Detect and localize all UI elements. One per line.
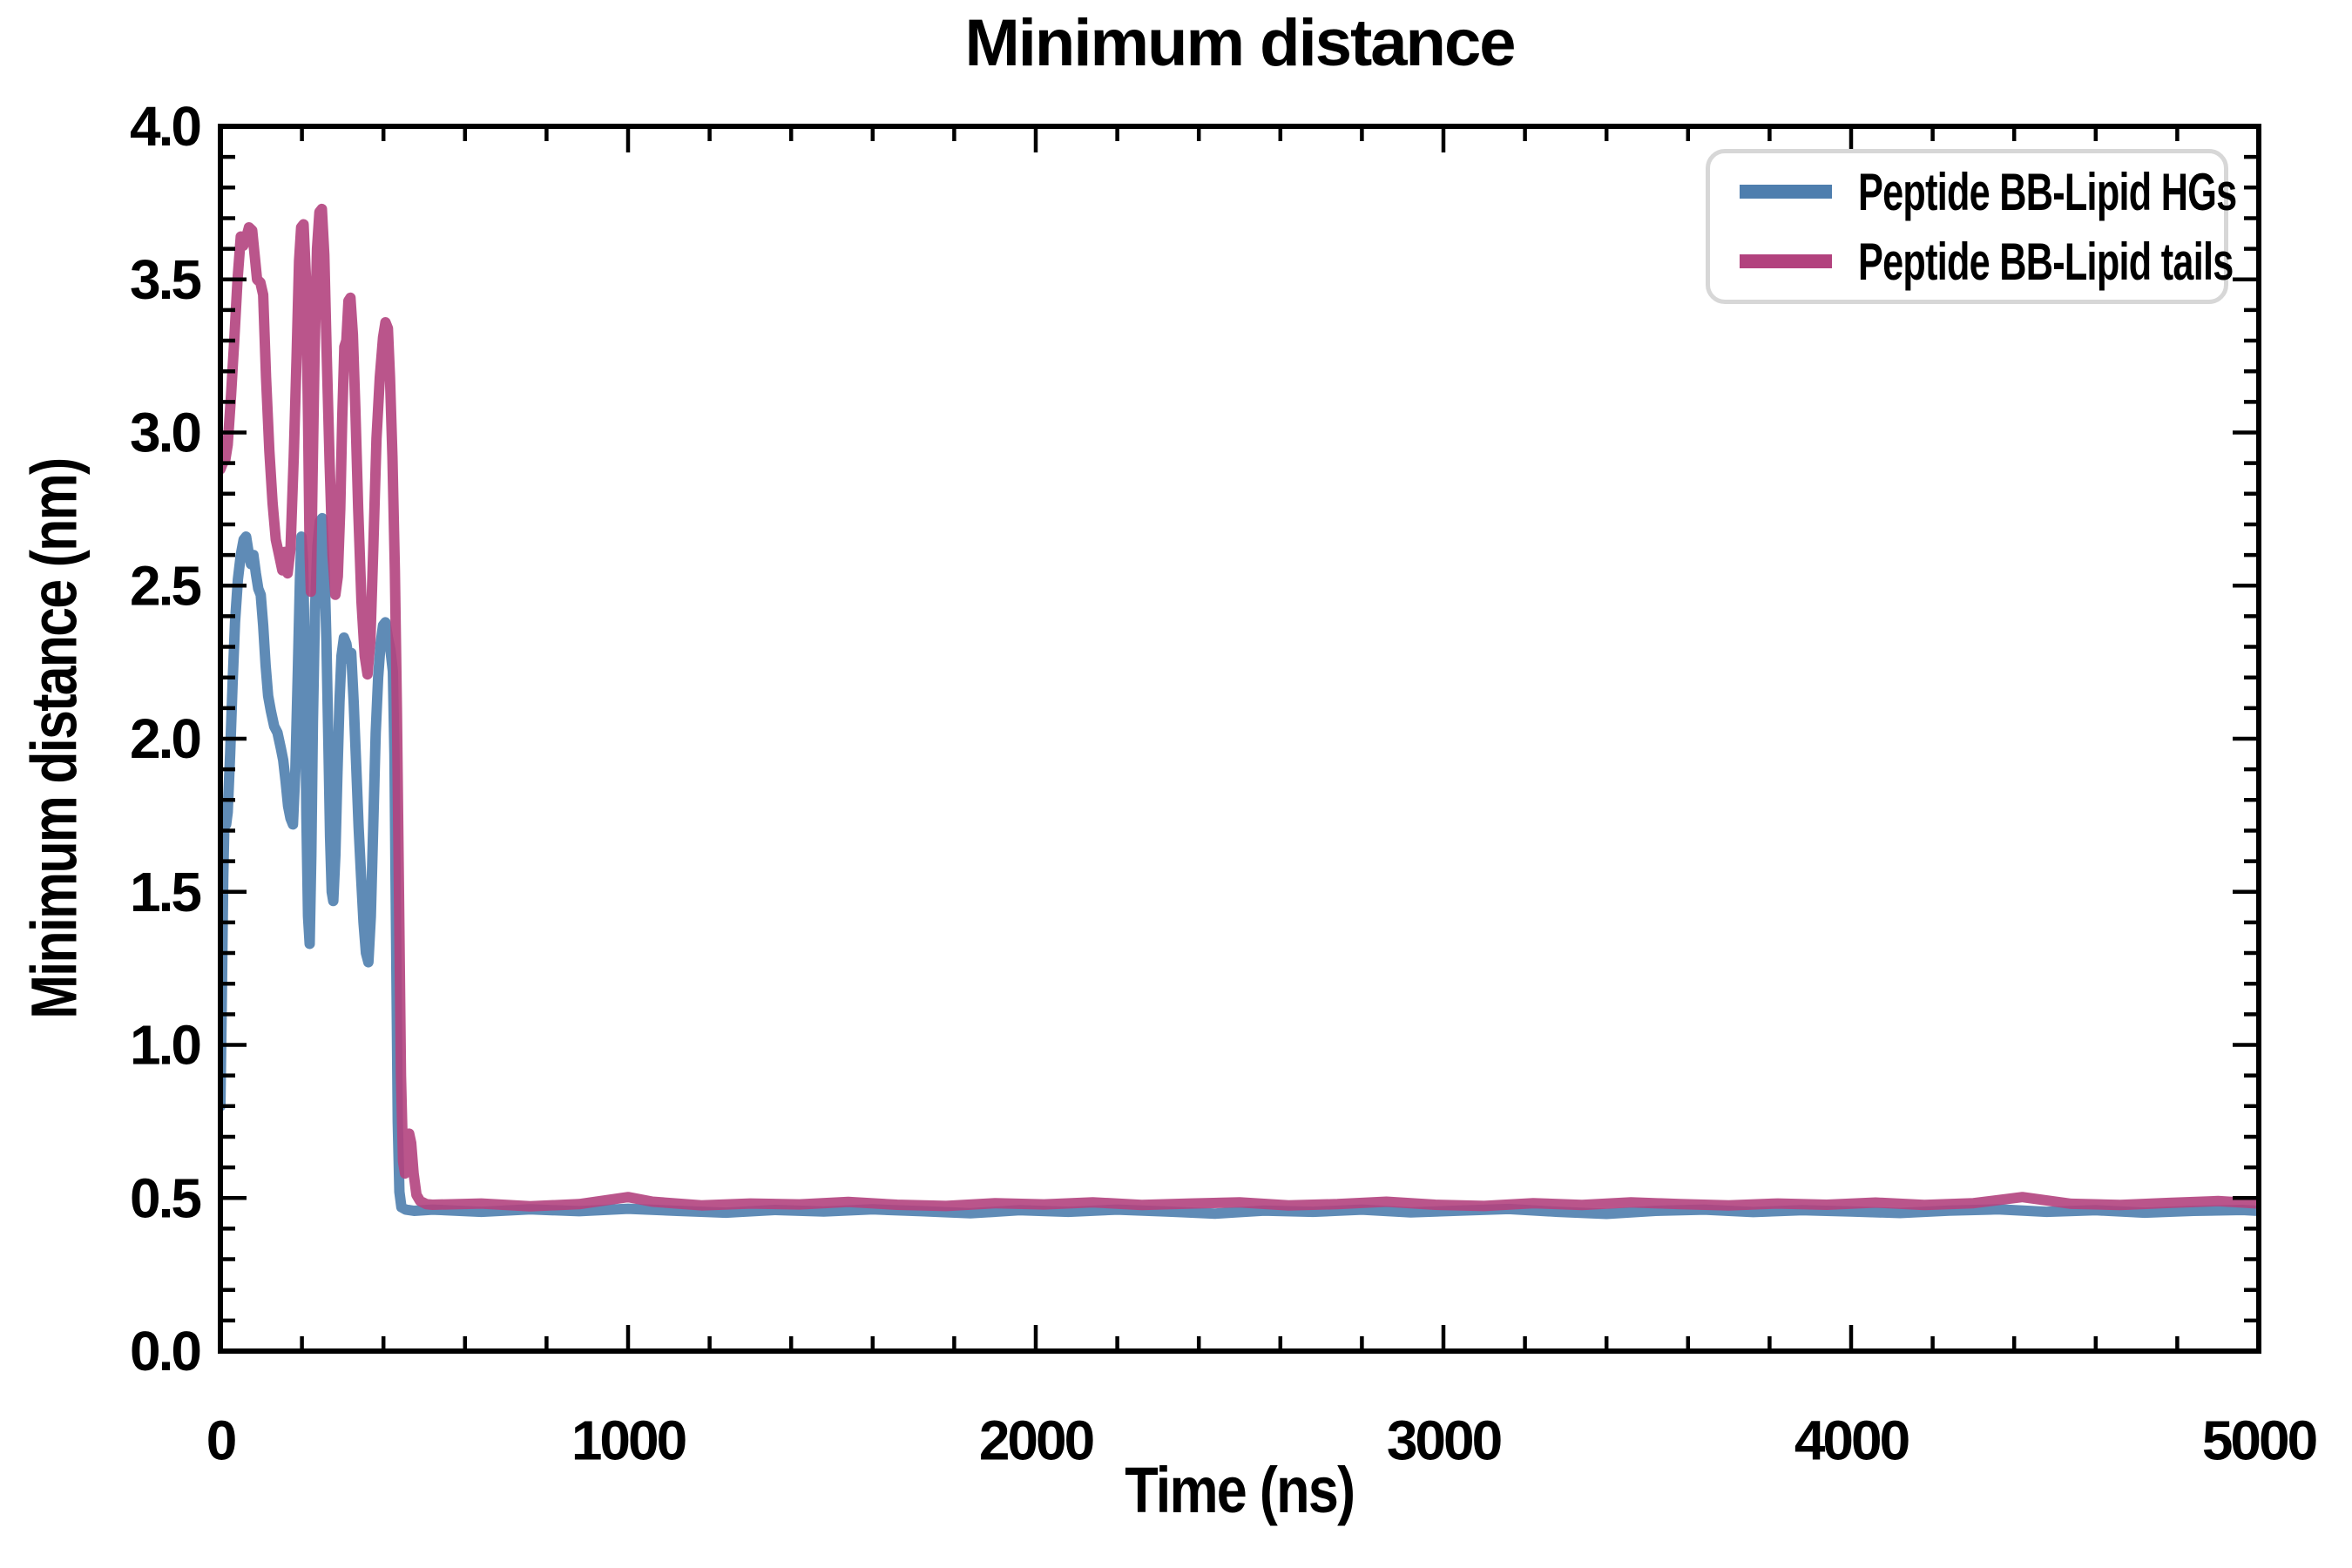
axes-frame	[218, 124, 2261, 1354]
legend: Peptide BB-Lipid HGs Peptide BB-Lipid ta…	[1706, 149, 2237, 304]
legend-label-tails: Peptide BB-Lipid tails	[1858, 232, 2234, 291]
x-tick-label: 5000	[2202, 1409, 2316, 1471]
x-tick-label: 3000	[1387, 1409, 1501, 1471]
x-tick-label: 4000	[1794, 1409, 1909, 1471]
y-tick-label: 0.5	[130, 1166, 200, 1229]
y-tick-label: 4.0	[130, 95, 199, 158]
y-tick-label: 3.5	[130, 248, 200, 311]
x-tick-label: 2000	[979, 1409, 1093, 1471]
series-line-hgs	[220, 512, 2259, 1220]
x-axis-label: Time (ns)	[1125, 1454, 1355, 1526]
y-tick-label: 1.5	[130, 861, 200, 923]
legend-item-hgs: Peptide BB-Lipid HGs	[1710, 160, 2237, 223]
chart-title: Minimum distance	[964, 6, 1517, 80]
tick-labels: 0 1000 2000 3000 4000 5000 0.0 0.5 1.0 1.5 2.0 2.5 3…	[130, 95, 2319, 1471]
legend-swatch-hgs	[1740, 185, 1832, 199]
y-tick-label: 0.0	[130, 1320, 199, 1382]
series-line-tails	[220, 203, 2259, 1212]
legend-swatch-tails	[1740, 254, 1832, 268]
legend-item-tails: Peptide BB-Lipid tails	[1710, 230, 2234, 293]
x-tick-label: 1000	[571, 1409, 686, 1471]
legend-label-hgs: Peptide BB-Lipid HGs	[1858, 162, 2237, 221]
y-tick-label: 1.0	[130, 1014, 199, 1077]
series-group	[220, 203, 2259, 1220]
y-tick-label: 2.5	[130, 554, 200, 617]
x-tick-label: 0	[206, 1409, 235, 1471]
y-tick-label: 3.0	[130, 402, 199, 464]
y-tick-label: 2.0	[130, 707, 199, 770]
ticks	[218, 124, 2261, 1354]
